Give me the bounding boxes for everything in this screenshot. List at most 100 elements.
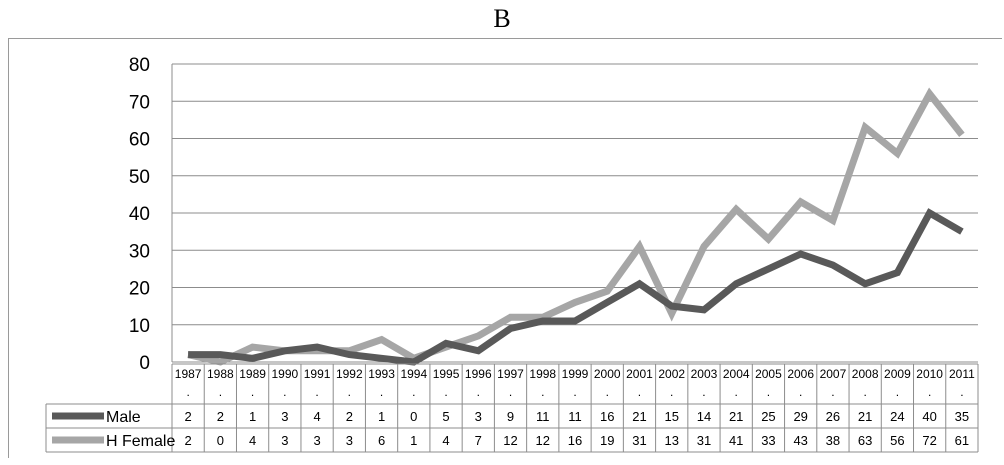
data-table-value: 21 [729, 409, 743, 424]
chart-frame [8, 38, 1002, 458]
x-tick-label: 1995 [433, 367, 460, 381]
x-tick-label: 1999 [562, 367, 589, 381]
data-table-value: 40 [922, 409, 936, 424]
x-tick-label: 2000 [594, 367, 621, 381]
y-tick-label: 10 [129, 316, 150, 337]
y-tick-label: 60 [129, 130, 150, 151]
x-tick-suffix: . [251, 385, 254, 399]
data-table-value: 14 [697, 409, 711, 424]
data-table-value: 1 [410, 433, 417, 448]
x-tick-suffix: . [283, 385, 286, 399]
data-table-value: 12 [536, 433, 550, 448]
x-tick-label: 1990 [271, 367, 298, 381]
data-table-value: 12 [503, 433, 517, 448]
data-table-value: 4 [442, 433, 449, 448]
x-tick-label: 2002 [658, 367, 685, 381]
x-tick-suffix: . [573, 385, 576, 399]
x-tick-suffix: . [863, 385, 866, 399]
data-table-value: 6 [378, 433, 385, 448]
data-table-value: 43 [793, 433, 807, 448]
data-table-value: 33 [761, 433, 775, 448]
series-line [187, 87, 965, 366]
x-tick-label: 2006 [787, 367, 814, 381]
panel-label: B [493, 4, 511, 33]
legend-label: Male [106, 409, 141, 426]
x-tick-label: 1987 [175, 367, 202, 381]
data-table-value: 25 [761, 409, 775, 424]
x-tick-label: 1991 [304, 367, 331, 381]
x-tick-label: 1993 [368, 367, 395, 381]
x-tick-suffix: . [606, 385, 609, 399]
x-tick-suffix: . [348, 385, 351, 399]
data-table-value: 3 [475, 409, 482, 424]
data-table-value: 1 [378, 409, 385, 424]
data-table-value: 3 [346, 433, 353, 448]
x-tick-label: 2005 [755, 367, 782, 381]
x-tick-label: 1997 [497, 367, 524, 381]
data-table-value: 21 [632, 409, 646, 424]
x-tick-label: 2004 [723, 367, 750, 381]
x-tick-suffix: . [928, 385, 931, 399]
x-tick-suffix: . [541, 385, 544, 399]
data-table-value: 2 [346, 409, 353, 424]
data-table-value: 35 [955, 409, 969, 424]
data-table-value: 72 [922, 433, 936, 448]
data-table-value: 15 [664, 409, 678, 424]
x-tick-label: 2001 [626, 367, 653, 381]
data-table-value: 38 [826, 433, 840, 448]
x-tick-suffix: . [960, 385, 963, 399]
data-table-value: 11 [568, 409, 582, 424]
data-table-value: 2 [185, 433, 192, 448]
data-table-value: 24 [890, 409, 904, 424]
data-table-value: 13 [664, 433, 678, 448]
data-table-value: 4 [313, 409, 320, 424]
data-table-value: 5 [442, 409, 449, 424]
x-tick-suffix: . [799, 385, 802, 399]
legend-label: H Female [106, 433, 175, 450]
x-tick-suffix: . [380, 385, 383, 399]
x-tick-label: 2009 [884, 367, 911, 381]
x-tick-label: 1992 [336, 367, 363, 381]
x-tick-suffix: . [670, 385, 673, 399]
x-tick-suffix: . [735, 385, 738, 399]
y-tick-label: 40 [129, 204, 150, 225]
x-tick-label: 2008 [852, 367, 879, 381]
data-table-value: 3 [281, 433, 288, 448]
x-tick-suffix: . [186, 385, 189, 399]
data-table-value: 4 [249, 433, 256, 448]
series-line [188, 208, 964, 366]
data-table-value: 3 [281, 409, 288, 424]
y-tick-label: 70 [129, 92, 150, 113]
x-tick-suffix: . [315, 385, 318, 399]
data-table-value: 56 [890, 433, 904, 448]
x-tick-suffix: . [638, 385, 641, 399]
data-table-value: 2 [217, 409, 224, 424]
x-tick-suffix: . [219, 385, 222, 399]
x-tick-label: 1989 [239, 367, 266, 381]
data-table-value: 0 [217, 433, 224, 448]
data-table-value: 1 [249, 409, 256, 424]
data-table-value: 31 [632, 433, 646, 448]
data-table-value: 61 [955, 433, 969, 448]
data-table-value: 26 [826, 409, 840, 424]
data-table-value: 16 [600, 409, 614, 424]
data-table-value: 3 [313, 433, 320, 448]
x-tick-suffix: . [702, 385, 705, 399]
x-tick-suffix: . [477, 385, 480, 399]
data-table-value: 2 [185, 409, 192, 424]
x-tick-label: 1988 [207, 367, 234, 381]
x-tick-suffix: . [767, 385, 770, 399]
data-table-value: 11 [536, 409, 550, 424]
x-tick-label: 2011 [949, 367, 975, 381]
data-table-value: 0 [410, 409, 417, 424]
data-table-value: 9 [507, 409, 514, 424]
x-tick-label: 1996 [465, 367, 492, 381]
x-tick-suffix: . [896, 385, 899, 399]
data-table-value: 21 [858, 409, 872, 424]
x-tick-label: 2007 [820, 367, 847, 381]
y-tick-label: 80 [129, 55, 150, 76]
x-tick-suffix: . [412, 385, 415, 399]
y-tick-label: 50 [129, 167, 150, 188]
y-tick-label: 20 [129, 279, 150, 300]
